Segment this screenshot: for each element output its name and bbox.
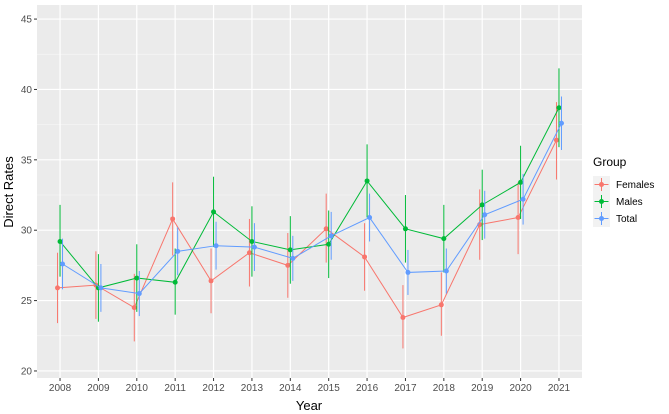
data-point [362, 254, 368, 260]
y-axis: 20 25 30 35 40 45 [21, 15, 37, 377]
y-axis-title: Direct Rates [1, 156, 16, 228]
y-tick-label: 30 [21, 226, 33, 237]
data-point [441, 236, 447, 242]
x-tick-label: 2017 [394, 383, 417, 394]
data-point [405, 269, 411, 275]
data-point [287, 247, 293, 253]
x-axis-title: Year [296, 398, 323, 413]
grid-minor [37, 53, 582, 337]
data-point [367, 215, 373, 221]
series-total [60, 96, 564, 317]
x-tick-label: 2015 [318, 383, 341, 394]
data-point [364, 178, 370, 184]
x-tick-label: 2016 [356, 383, 379, 394]
legend: Group Females Males Total [593, 155, 654, 227]
data-point [131, 305, 137, 311]
data-point [98, 285, 104, 291]
x-tick-label: 2009 [87, 383, 110, 394]
data-point [518, 179, 524, 185]
data-point [208, 278, 214, 284]
y-tick-label: 40 [21, 85, 33, 96]
data-point [290, 255, 296, 261]
legend-title: Group [593, 155, 627, 169]
x-tick-label: 2010 [126, 383, 149, 394]
series-males [57, 68, 562, 322]
data-point [285, 262, 291, 268]
data-point [402, 226, 408, 232]
x-tick-label: 2018 [433, 383, 456, 394]
data-point [520, 196, 526, 202]
grid-major [37, 5, 582, 378]
data-point [134, 275, 140, 281]
legend-key-point [599, 199, 604, 204]
series-line [62, 123, 562, 295]
data-point [251, 244, 257, 250]
x-tick-label: 2013 [241, 383, 264, 394]
legend-label-females: Females [616, 180, 654, 191]
data-point [558, 120, 564, 126]
data-point [326, 241, 332, 247]
data-point [57, 238, 63, 244]
data-point [482, 212, 488, 218]
data-point [400, 314, 406, 320]
legend-key-point [599, 216, 604, 221]
x-tick-label: 2012 [202, 383, 225, 394]
x-tick-label: 2011 [164, 383, 186, 394]
data-point [175, 248, 181, 254]
data-point [55, 285, 61, 291]
data-point [553, 137, 559, 143]
x-tick-label: 2020 [509, 383, 532, 394]
x-axis: 2008 2009 2010 2011 2012 2013 2014 2015 2016 2017… [49, 378, 571, 394]
data-point [249, 238, 255, 244]
x-tick-label: 2008 [49, 383, 72, 394]
data-point [323, 226, 329, 232]
data-point [172, 279, 178, 285]
y-tick-label: 25 [21, 296, 33, 307]
plot-panel [37, 5, 582, 378]
data-point [213, 243, 219, 249]
data-point [170, 216, 176, 222]
data-point [211, 209, 217, 215]
legend-label-males: Males [616, 197, 643, 208]
data-point [136, 291, 142, 297]
data-point [246, 250, 252, 256]
x-tick-label: 2021 [548, 383, 571, 394]
series-layer [55, 68, 564, 349]
data-point [515, 215, 521, 221]
data-point [479, 202, 485, 208]
data-point [60, 261, 66, 267]
y-tick-label: 45 [21, 15, 33, 26]
y-tick-label: 20 [21, 366, 33, 377]
data-point [438, 302, 444, 308]
data-point [328, 233, 334, 239]
x-tick-label: 2014 [279, 383, 302, 394]
y-tick-label: 35 [21, 155, 33, 166]
x-tick-label: 2019 [471, 383, 494, 394]
data-point [556, 105, 562, 111]
series-line [59, 107, 560, 289]
legend-label-total: Total [616, 214, 637, 225]
data-point [443, 268, 449, 274]
legend-key-point [599, 182, 604, 187]
